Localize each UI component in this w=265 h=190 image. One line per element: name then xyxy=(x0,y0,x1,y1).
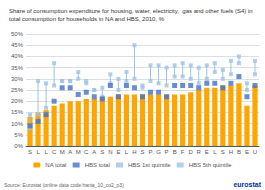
svg-text:P: P xyxy=(165,149,169,155)
svg-text:P: P xyxy=(149,149,153,155)
svg-text:B: B xyxy=(237,149,241,155)
svg-text:U: U xyxy=(253,149,257,155)
svg-text:H: H xyxy=(132,149,136,155)
svg-text:S: S xyxy=(28,149,32,155)
svg-text:0%: 0% xyxy=(14,143,23,149)
svg-text:40%: 40% xyxy=(11,53,24,59)
svg-text:F: F xyxy=(181,149,185,155)
svg-text:S: S xyxy=(100,149,104,155)
svg-text:M: M xyxy=(60,149,65,155)
svg-text:15%: 15% xyxy=(11,109,24,115)
svg-text:5%: 5% xyxy=(14,132,23,138)
svg-text:C: C xyxy=(84,149,89,155)
svg-text:total consumption for househol: total consumption for households in NA a… xyxy=(9,16,165,22)
svg-text:25%: 25% xyxy=(11,87,24,93)
svg-text:HBS 5th quintile: HBS 5th quintile xyxy=(189,162,233,168)
svg-text:C: C xyxy=(52,149,57,155)
svg-text:H: H xyxy=(229,149,233,155)
svg-text:30%: 30% xyxy=(11,76,24,82)
svg-text:Share of consumption expenditu: Share of consumption expenditure for hou… xyxy=(9,8,253,14)
svg-text:G: G xyxy=(156,149,161,155)
svg-text:B: B xyxy=(173,149,177,155)
svg-text:S: S xyxy=(140,149,144,155)
svg-text:10%: 10% xyxy=(11,121,24,127)
svg-text:R: R xyxy=(197,149,202,155)
svg-text:HBS total: HBS total xyxy=(85,162,110,168)
svg-text:L: L xyxy=(44,149,48,155)
svg-text:eurostat: eurostat xyxy=(233,181,261,188)
svg-text:E: E xyxy=(245,149,249,155)
svg-text:20%: 20% xyxy=(11,98,24,104)
svg-text:E: E xyxy=(116,149,120,155)
svg-text:D: D xyxy=(189,149,194,155)
svg-text:NA total: NA total xyxy=(45,162,66,168)
svg-text:45%: 45% xyxy=(11,42,24,48)
svg-text:L: L xyxy=(125,149,129,155)
svg-text:E: E xyxy=(205,149,209,155)
svg-text:35%: 35% xyxy=(11,65,24,71)
svg-text:HBS 1st quintile: HBS 1st quintile xyxy=(128,162,171,168)
svg-text:A: A xyxy=(92,149,96,155)
svg-text:S: S xyxy=(221,149,225,155)
svg-text:L: L xyxy=(213,149,217,155)
svg-text:50%: 50% xyxy=(11,31,24,37)
svg-text:M: M xyxy=(76,149,81,155)
svg-text:N: N xyxy=(108,149,112,155)
svg-text:L: L xyxy=(36,149,40,155)
svg-text:A: A xyxy=(68,149,72,155)
svg-text:Source: Eurostat (online data: Source: Eurostat (online data code:hania… xyxy=(4,182,124,188)
